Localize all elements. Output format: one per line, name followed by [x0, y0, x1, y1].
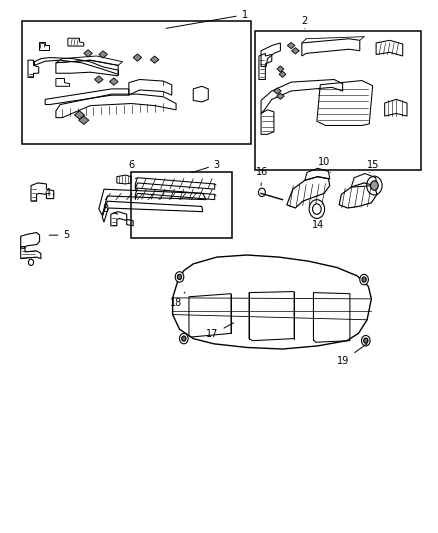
- Polygon shape: [84, 50, 92, 57]
- Bar: [21, 21, 251, 144]
- Polygon shape: [287, 43, 295, 49]
- Text: 5: 5: [49, 230, 70, 240]
- Polygon shape: [292, 47, 299, 54]
- Text: 10: 10: [318, 157, 331, 173]
- Text: 3: 3: [191, 160, 220, 173]
- Circle shape: [175, 272, 184, 282]
- Text: 17: 17: [206, 322, 234, 340]
- Polygon shape: [110, 78, 118, 85]
- Polygon shape: [273, 88, 281, 94]
- Bar: [255, 31, 421, 170]
- Polygon shape: [79, 116, 89, 124]
- Text: 18: 18: [170, 292, 185, 308]
- Polygon shape: [276, 93, 284, 99]
- Text: 16: 16: [256, 167, 268, 185]
- Text: 14: 14: [311, 217, 324, 230]
- Text: 4: 4: [44, 188, 54, 198]
- Circle shape: [177, 274, 182, 280]
- Polygon shape: [99, 51, 107, 58]
- Polygon shape: [133, 54, 142, 61]
- Text: 15: 15: [367, 160, 380, 173]
- Circle shape: [362, 277, 366, 282]
- Text: 8: 8: [102, 204, 118, 214]
- Polygon shape: [74, 111, 85, 119]
- Circle shape: [360, 274, 368, 285]
- Polygon shape: [95, 76, 103, 83]
- Circle shape: [182, 336, 186, 341]
- Circle shape: [371, 181, 378, 190]
- Polygon shape: [277, 66, 284, 72]
- Circle shape: [313, 204, 321, 214]
- Polygon shape: [150, 56, 159, 63]
- Text: 6: 6: [128, 160, 134, 173]
- Text: 19: 19: [337, 344, 367, 366]
- Circle shape: [361, 335, 370, 346]
- Polygon shape: [279, 71, 286, 77]
- Circle shape: [180, 333, 188, 344]
- Text: 2: 2: [302, 16, 308, 29]
- Circle shape: [364, 338, 368, 343]
- Bar: [131, 173, 232, 238]
- Text: 1: 1: [166, 10, 248, 28]
